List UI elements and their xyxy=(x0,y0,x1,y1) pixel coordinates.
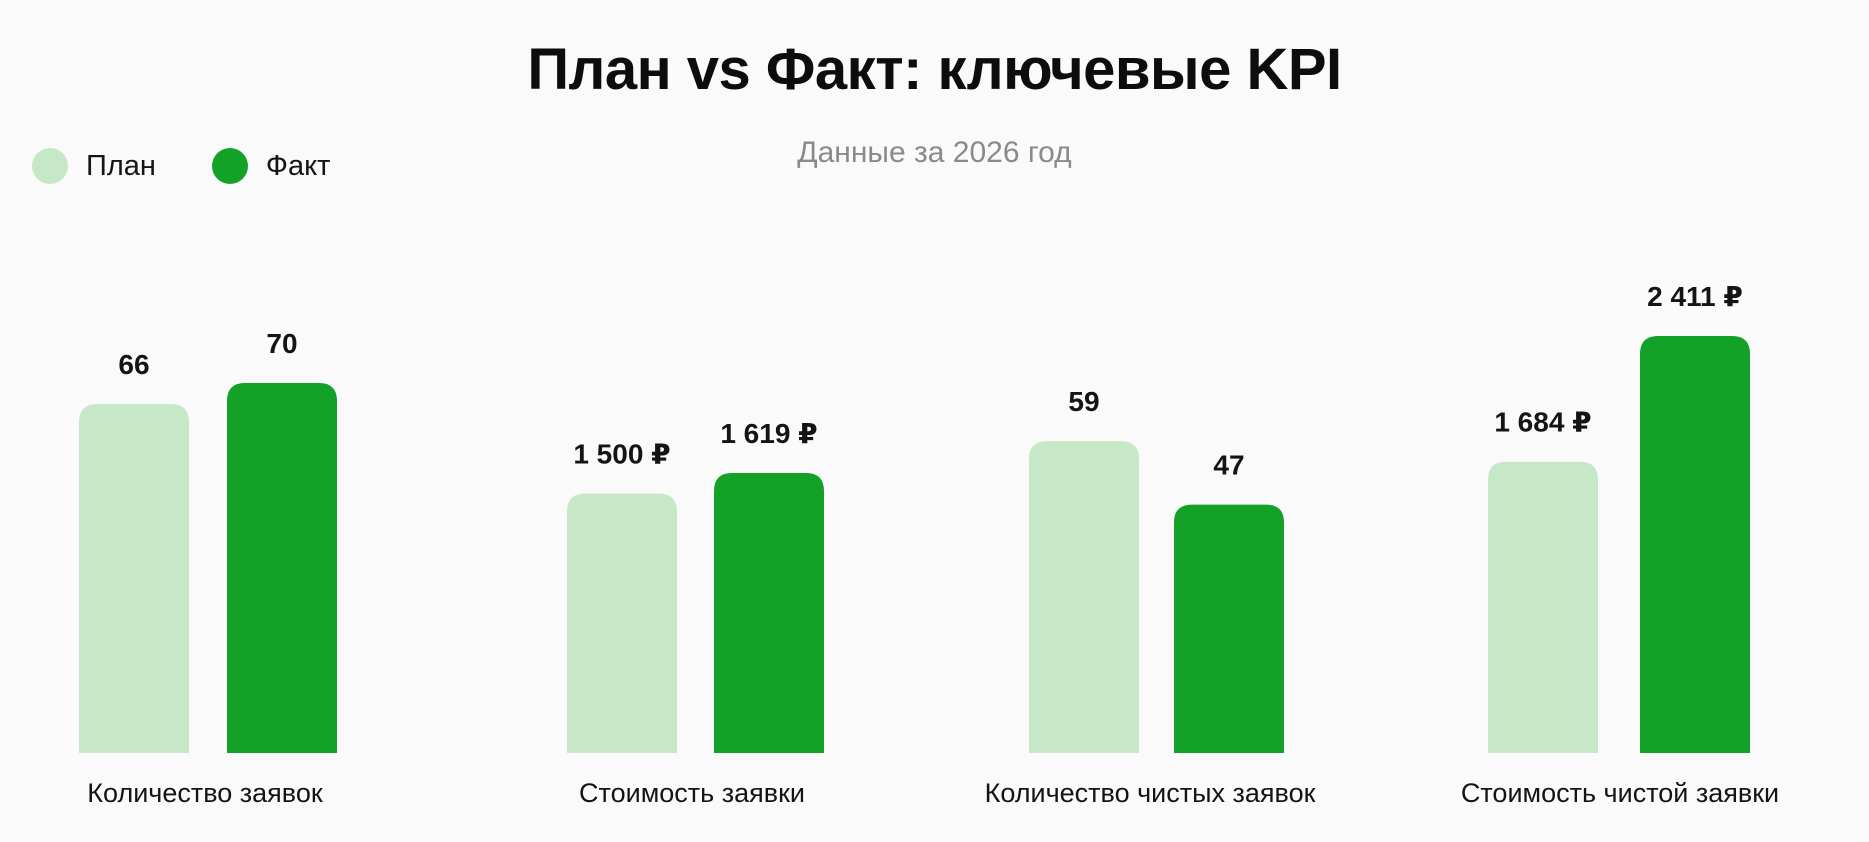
category-label: Стоимость чистой заявки xyxy=(1461,778,1779,808)
data-label-plan: 66 xyxy=(118,349,149,380)
bar-plan xyxy=(1029,441,1139,753)
data-label-fact: 70 xyxy=(266,328,297,359)
bar-fact xyxy=(1174,504,1284,753)
data-label-plan: 1 500 ₽ xyxy=(573,439,670,470)
legend-label-fact: Факт xyxy=(265,149,331,182)
bar-fact-base xyxy=(714,723,824,753)
bar-plan xyxy=(1488,461,1598,753)
legend-swatch-plan xyxy=(32,148,68,184)
data-label-plan: 1 684 ₽ xyxy=(1494,407,1591,438)
bar-fact-base xyxy=(1640,723,1750,753)
bar-plan xyxy=(79,404,189,753)
legend: План Факт xyxy=(32,148,330,184)
bar-fact xyxy=(227,383,337,753)
legend-item-fact: Факт xyxy=(211,148,331,184)
chart-subtitle: Данные за 2026 год xyxy=(797,136,1072,169)
bar-fact-base xyxy=(1174,723,1284,753)
category-label: Количество заявок xyxy=(87,778,323,808)
legend-label-plan: План xyxy=(86,149,156,182)
bar-plan xyxy=(567,493,677,753)
legend-item-plan: План xyxy=(32,148,156,184)
data-label-fact: 1 619 ₽ xyxy=(720,418,817,449)
bar-fact xyxy=(1640,336,1750,753)
data-label-fact: 47 xyxy=(1213,450,1244,481)
category-label: Количество чистых заявок xyxy=(985,778,1316,808)
legend-swatch-fact xyxy=(211,148,248,184)
chart-title: План vs Факт: ключевые KPI xyxy=(527,37,1342,102)
category-label: Стоимость заявки xyxy=(579,778,805,808)
bar-fact-base xyxy=(227,723,337,753)
data-label-fact: 2 411 ₽ xyxy=(1647,281,1743,312)
data-label-plan: 59 xyxy=(1068,386,1099,417)
bar-fact xyxy=(714,472,824,753)
